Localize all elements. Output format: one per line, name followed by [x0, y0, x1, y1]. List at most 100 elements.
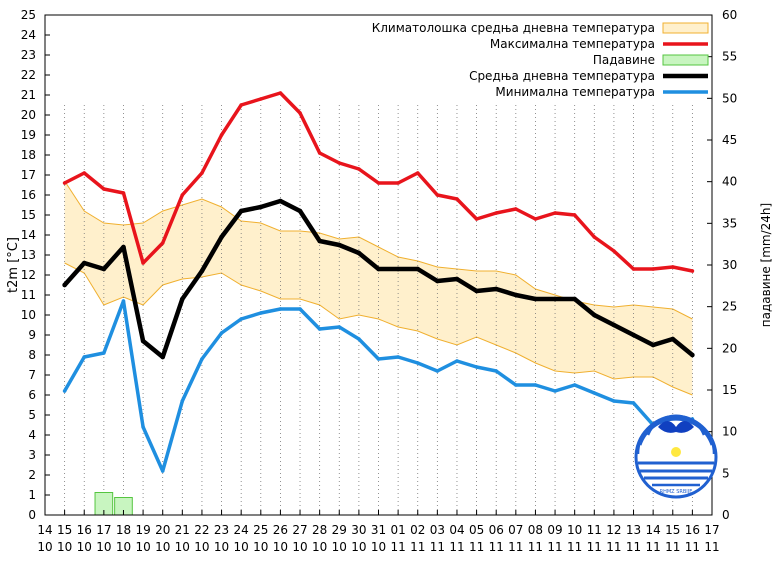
series-point: [82, 171, 86, 175]
x-tick-day: 14: [37, 523, 52, 537]
x-tick-month: 11: [430, 540, 445, 554]
y-tick-label: 21: [21, 88, 36, 102]
x-tick-month: 10: [175, 540, 190, 554]
series-point: [395, 266, 401, 272]
series-point: [376, 266, 381, 272]
y2-tick-label: 20: [722, 341, 737, 355]
series-point: [572, 296, 577, 302]
y-tick-label: 18: [21, 148, 36, 162]
series-point: [396, 181, 400, 185]
series-point: [514, 207, 518, 211]
y2-tick-label: 50: [722, 91, 737, 105]
y-tick-label: 7: [28, 368, 36, 382]
series-point: [611, 322, 617, 328]
series-point: [357, 337, 361, 341]
series-point: [239, 317, 243, 321]
y2-tick-label: 25: [722, 300, 737, 314]
x-tick-month: 11: [704, 540, 719, 554]
series-point: [670, 336, 676, 342]
series-point: [160, 354, 165, 360]
series-point: [337, 242, 342, 248]
x-tick-month: 11: [528, 540, 543, 554]
y-tick-label: 10: [21, 308, 36, 322]
x-tick-day: 10: [567, 523, 582, 537]
x-tick-month: 11: [449, 540, 464, 554]
x-tick-month: 10: [312, 540, 327, 554]
y-tick-label: 5: [28, 408, 36, 422]
y-tick-label: 22: [21, 68, 36, 82]
legend-label: Максимална температура: [490, 37, 655, 51]
x-tick-month: 10: [155, 540, 170, 554]
x-tick-month: 10: [253, 540, 268, 554]
y-tick-label: 6: [28, 388, 36, 402]
x-tick-month: 11: [508, 540, 523, 554]
x-tick-month: 10: [116, 540, 131, 554]
y-tick-label: 19: [21, 128, 36, 142]
y-tick-label: 25: [21, 8, 36, 22]
legend-label: Климатолошка средња дневна температура: [372, 21, 655, 35]
x-tick-month: 10: [234, 540, 249, 554]
series-point: [356, 250, 362, 256]
x-tick-day: 25: [253, 523, 268, 537]
x-tick-month: 11: [606, 540, 621, 554]
y-tick-label: 9: [28, 328, 36, 342]
rhmz-logo: RHMZ SRBIJE: [634, 414, 718, 499]
x-tick-day: 17: [96, 523, 111, 537]
x-tick-day: 03: [430, 523, 445, 537]
series-point: [493, 286, 499, 292]
series-point: [533, 217, 538, 221]
legend-swatch: [662, 22, 709, 34]
x-tick-month: 11: [410, 540, 425, 554]
climatology-band-upper: [64, 180, 693, 320]
y-tick-label: 16: [21, 188, 36, 202]
series-point: [572, 213, 577, 217]
precipitation-bars: [94, 492, 133, 516]
y-tick-label: 23: [21, 48, 36, 62]
series-point: [180, 193, 185, 197]
x-tick-month: 10: [77, 540, 92, 554]
x-tick-day: 17: [704, 523, 719, 537]
x-tick-month: 11: [390, 540, 405, 554]
y-tick-label: 13: [21, 248, 36, 262]
x-tick-month: 11: [685, 540, 700, 554]
series-point: [238, 208, 244, 214]
x-tick-day: 11: [587, 523, 602, 537]
series-point: [455, 359, 459, 363]
series-point: [160, 241, 165, 245]
y-tick-label: 4: [28, 428, 36, 442]
x-tick-day: 29: [332, 523, 347, 537]
x-tick-month: 11: [587, 540, 602, 554]
series-point: [671, 265, 675, 269]
series-point: [690, 269, 695, 273]
y2-tick-label: 40: [722, 175, 737, 189]
series-point: [553, 389, 557, 393]
x-tick-day: 09: [547, 523, 562, 537]
y2-tick-label: 45: [722, 133, 737, 147]
x-tick-day: 13: [626, 523, 641, 537]
series-point: [435, 193, 440, 197]
x-tick-month: 11: [567, 540, 582, 554]
series-point: [298, 307, 302, 311]
series-point: [651, 267, 655, 271]
series-point: [81, 260, 87, 266]
x-tick-day: 04: [449, 523, 464, 537]
series-point: [376, 181, 381, 185]
series-point: [259, 97, 263, 101]
series-point: [592, 235, 597, 239]
x-tick-month: 11: [646, 540, 661, 554]
x-tick-month: 10: [292, 540, 307, 554]
x-tick-day: 07: [508, 523, 523, 537]
y-tick-label: 15: [21, 208, 36, 222]
series-point: [219, 331, 224, 335]
series-point: [200, 171, 204, 175]
series-point: [612, 399, 616, 403]
series-point: [494, 369, 498, 373]
x-tick-day: 30: [351, 523, 366, 537]
x-tick-month: 10: [37, 540, 52, 554]
series-point: [62, 389, 67, 393]
y-tick-label: 2: [28, 468, 36, 482]
series-point: [435, 369, 440, 373]
series-point: [650, 342, 656, 348]
y2-tick-label: 0: [722, 508, 730, 522]
series-point: [62, 181, 67, 185]
